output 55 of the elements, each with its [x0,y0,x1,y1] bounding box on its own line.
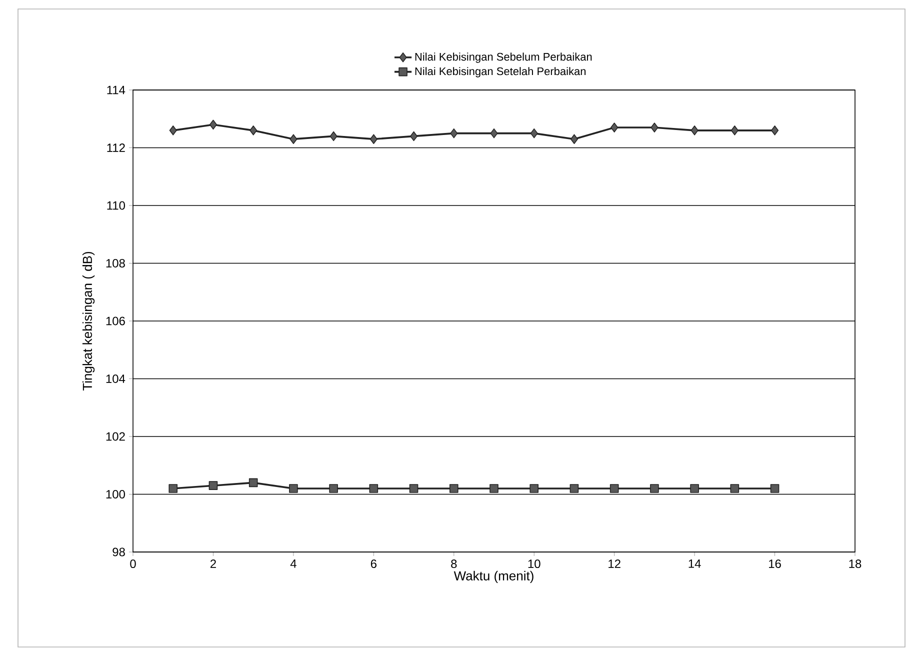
x-tick-label: 6 [370,560,376,568]
point [290,134,298,144]
point [369,484,378,493]
point [409,484,418,493]
y-tick-label: 112 [107,144,125,152]
point [168,484,178,493]
point [410,131,418,142]
point [248,478,258,488]
x-tick-label: 4 [290,560,296,568]
point [650,122,658,132]
point [530,484,539,493]
x-axis-title: Waktu (menit) [454,570,534,584]
x-tick-label: 18 [849,560,862,568]
point [490,484,498,493]
y-tick-label: 114 [107,86,126,94]
y-tick-label: 106 [106,316,125,326]
x-tick-label: 16 [769,560,781,568]
y-tick-label: 104 [106,374,126,383]
y-tick-label: 98 [112,548,125,556]
x-tick-label: 8 [451,560,457,568]
point [690,126,698,136]
point [530,128,538,138]
x-tick-label: 14 [688,560,701,568]
x-tick-label: 12 [608,560,620,568]
point [250,126,258,136]
point [450,128,458,138]
x-tick-label: 2 [210,560,216,568]
point [730,484,740,493]
x-tick-label: 0 [130,560,136,568]
y-tick-label: 100 [106,490,125,498]
point [370,134,378,144]
y-axis-title: Tingkat kebisingan ( dB) [82,252,95,391]
point [771,126,779,136]
point [650,484,659,493]
x-tick-label: 10 [528,560,540,568]
point [690,484,699,493]
legend-label: Nilai Kebisingan Sebelum Perbaikan [415,52,592,63]
point [289,484,298,493]
point [169,126,177,136]
point [329,484,338,493]
legend-label: Nilai Kebisingan Setelah Perbaikan [415,67,586,78]
point [490,128,498,138]
y-tick-label: 102 [106,432,125,441]
point [610,484,619,493]
point [610,122,618,132]
point [570,484,579,493]
point [208,481,218,490]
point [730,126,738,136]
point [570,134,578,144]
y-tick-label: 110 [107,201,126,210]
point [770,484,780,493]
y-tick-label: 108 [106,259,125,268]
point [449,484,458,493]
point [330,131,338,142]
point [209,120,217,130]
